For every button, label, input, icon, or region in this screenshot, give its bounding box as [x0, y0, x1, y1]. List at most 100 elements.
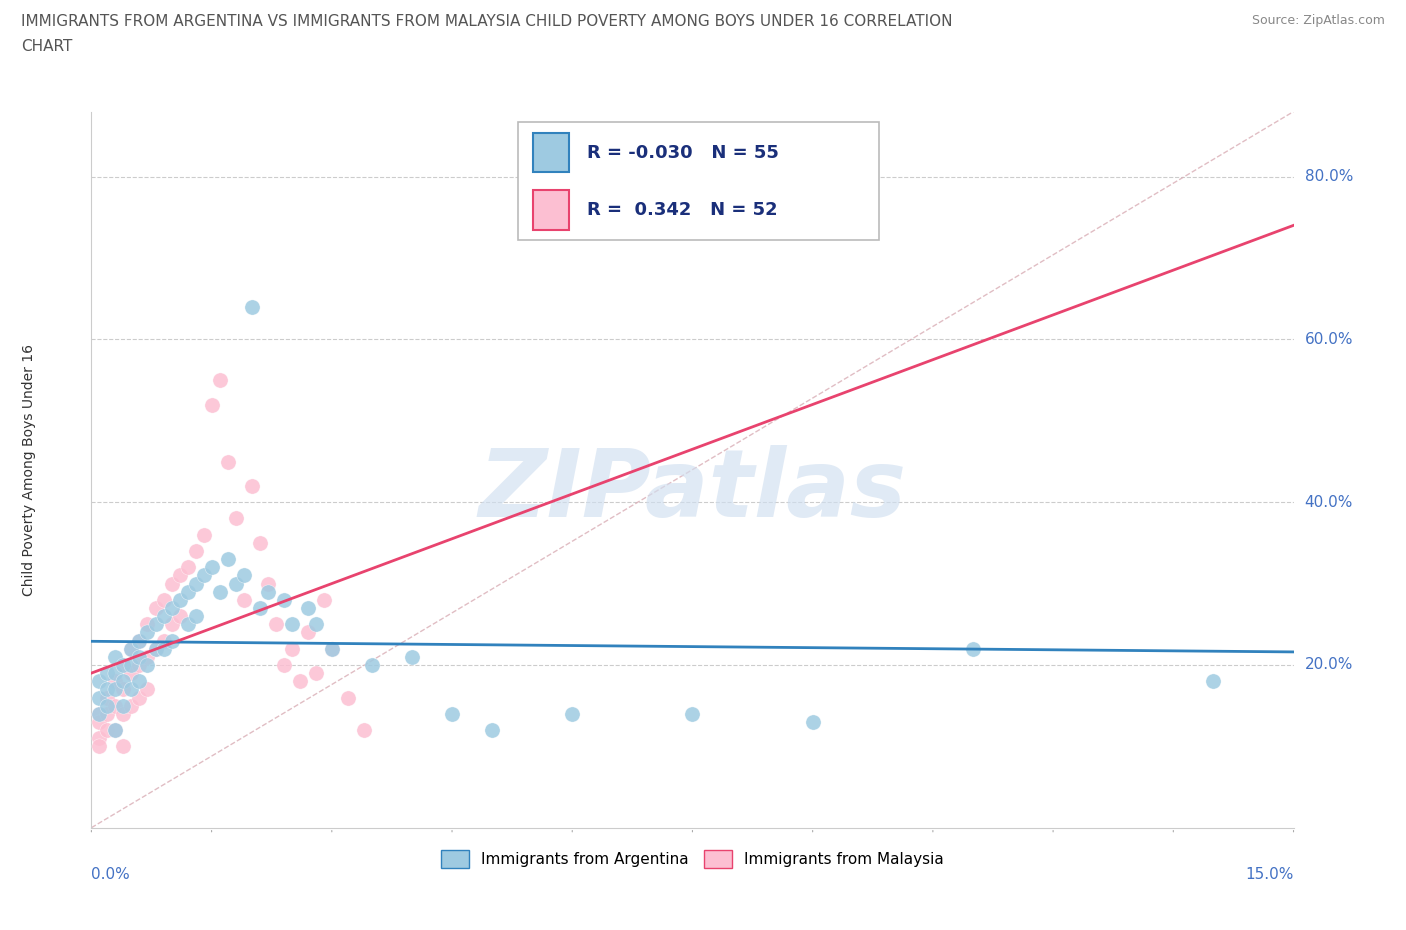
Point [297, 601, 319, 616]
Text: R =  0.342   N = 52: R = 0.342 N = 52 [586, 201, 778, 219]
Point [240, 299, 263, 314]
Point [281, 617, 304, 631]
Point [96, 698, 118, 713]
Point [273, 658, 295, 672]
Point [136, 625, 159, 640]
Point [225, 576, 247, 591]
Point [89, 738, 111, 753]
Point [104, 723, 127, 737]
Point [184, 543, 207, 558]
Point [128, 633, 150, 648]
Point [104, 649, 127, 664]
Point [145, 642, 167, 657]
Point [136, 617, 159, 631]
Point [336, 690, 359, 705]
Point [297, 625, 319, 640]
Point [321, 642, 343, 657]
Point [89, 731, 111, 746]
Point [160, 617, 183, 631]
Point [801, 714, 824, 729]
Point [169, 609, 191, 624]
Point [121, 666, 143, 681]
Point [104, 666, 127, 681]
Point [184, 576, 207, 591]
Point [176, 560, 198, 575]
Point [481, 723, 503, 737]
Point [1202, 673, 1225, 688]
Point [160, 601, 183, 616]
Point [96, 707, 118, 722]
Text: 40.0%: 40.0% [1305, 495, 1353, 510]
Legend: Immigrants from Argentina, Immigrants from Malaysia: Immigrants from Argentina, Immigrants fr… [436, 844, 949, 874]
Point [121, 698, 143, 713]
Point [281, 642, 304, 657]
Point [128, 673, 150, 688]
Point [104, 723, 127, 737]
Point [89, 673, 111, 688]
Text: ZIPatlas: ZIPatlas [478, 445, 907, 538]
Point [360, 658, 382, 672]
Point [112, 707, 135, 722]
Point [561, 707, 583, 722]
Point [96, 666, 118, 681]
Point [240, 478, 263, 493]
Point [96, 690, 118, 705]
Point [193, 527, 215, 542]
Point [193, 568, 215, 583]
Point [232, 592, 254, 607]
Point [152, 592, 174, 607]
Point [136, 658, 159, 672]
Point [136, 682, 159, 697]
Point [217, 551, 239, 566]
Point [169, 568, 191, 583]
Point [128, 658, 150, 672]
Point [104, 698, 127, 713]
Point [353, 723, 375, 737]
Point [121, 642, 143, 657]
Point [136, 649, 159, 664]
Point [184, 609, 207, 624]
Text: Child Poverty Among Boys Under 16: Child Poverty Among Boys Under 16 [22, 344, 37, 595]
FancyBboxPatch shape [533, 191, 568, 230]
Point [201, 397, 224, 412]
Point [208, 584, 231, 599]
Point [112, 658, 135, 672]
Text: 20.0%: 20.0% [1305, 658, 1353, 672]
FancyBboxPatch shape [533, 133, 568, 172]
Point [225, 512, 247, 526]
Point [176, 584, 198, 599]
Point [249, 536, 271, 551]
Point [121, 658, 143, 672]
Point [962, 642, 984, 657]
Point [112, 658, 135, 672]
Text: 80.0%: 80.0% [1305, 169, 1353, 184]
FancyBboxPatch shape [519, 123, 879, 241]
Point [89, 690, 111, 705]
Point [104, 682, 127, 697]
Point [208, 373, 231, 388]
Point [112, 738, 135, 753]
Text: 15.0%: 15.0% [1246, 867, 1294, 882]
Point [321, 642, 343, 657]
Point [121, 642, 143, 657]
Point [169, 592, 191, 607]
Point [152, 609, 174, 624]
Point [104, 673, 127, 688]
Text: IMMIGRANTS FROM ARGENTINA VS IMMIGRANTS FROM MALAYSIA CHILD POVERTY AMONG BOYS U: IMMIGRANTS FROM ARGENTINA VS IMMIGRANTS … [21, 14, 953, 29]
Point [89, 707, 111, 722]
Point [145, 617, 167, 631]
Point [305, 617, 328, 631]
Point [256, 584, 278, 599]
Point [249, 601, 271, 616]
Text: Source: ZipAtlas.com: Source: ZipAtlas.com [1251, 14, 1385, 27]
Point [96, 723, 118, 737]
Point [145, 601, 167, 616]
Point [89, 714, 111, 729]
Point [288, 673, 311, 688]
Text: 0.0%: 0.0% [91, 867, 131, 882]
Text: CHART: CHART [21, 39, 73, 54]
Point [152, 642, 174, 657]
Point [312, 592, 335, 607]
Point [440, 707, 463, 722]
Point [89, 707, 111, 722]
